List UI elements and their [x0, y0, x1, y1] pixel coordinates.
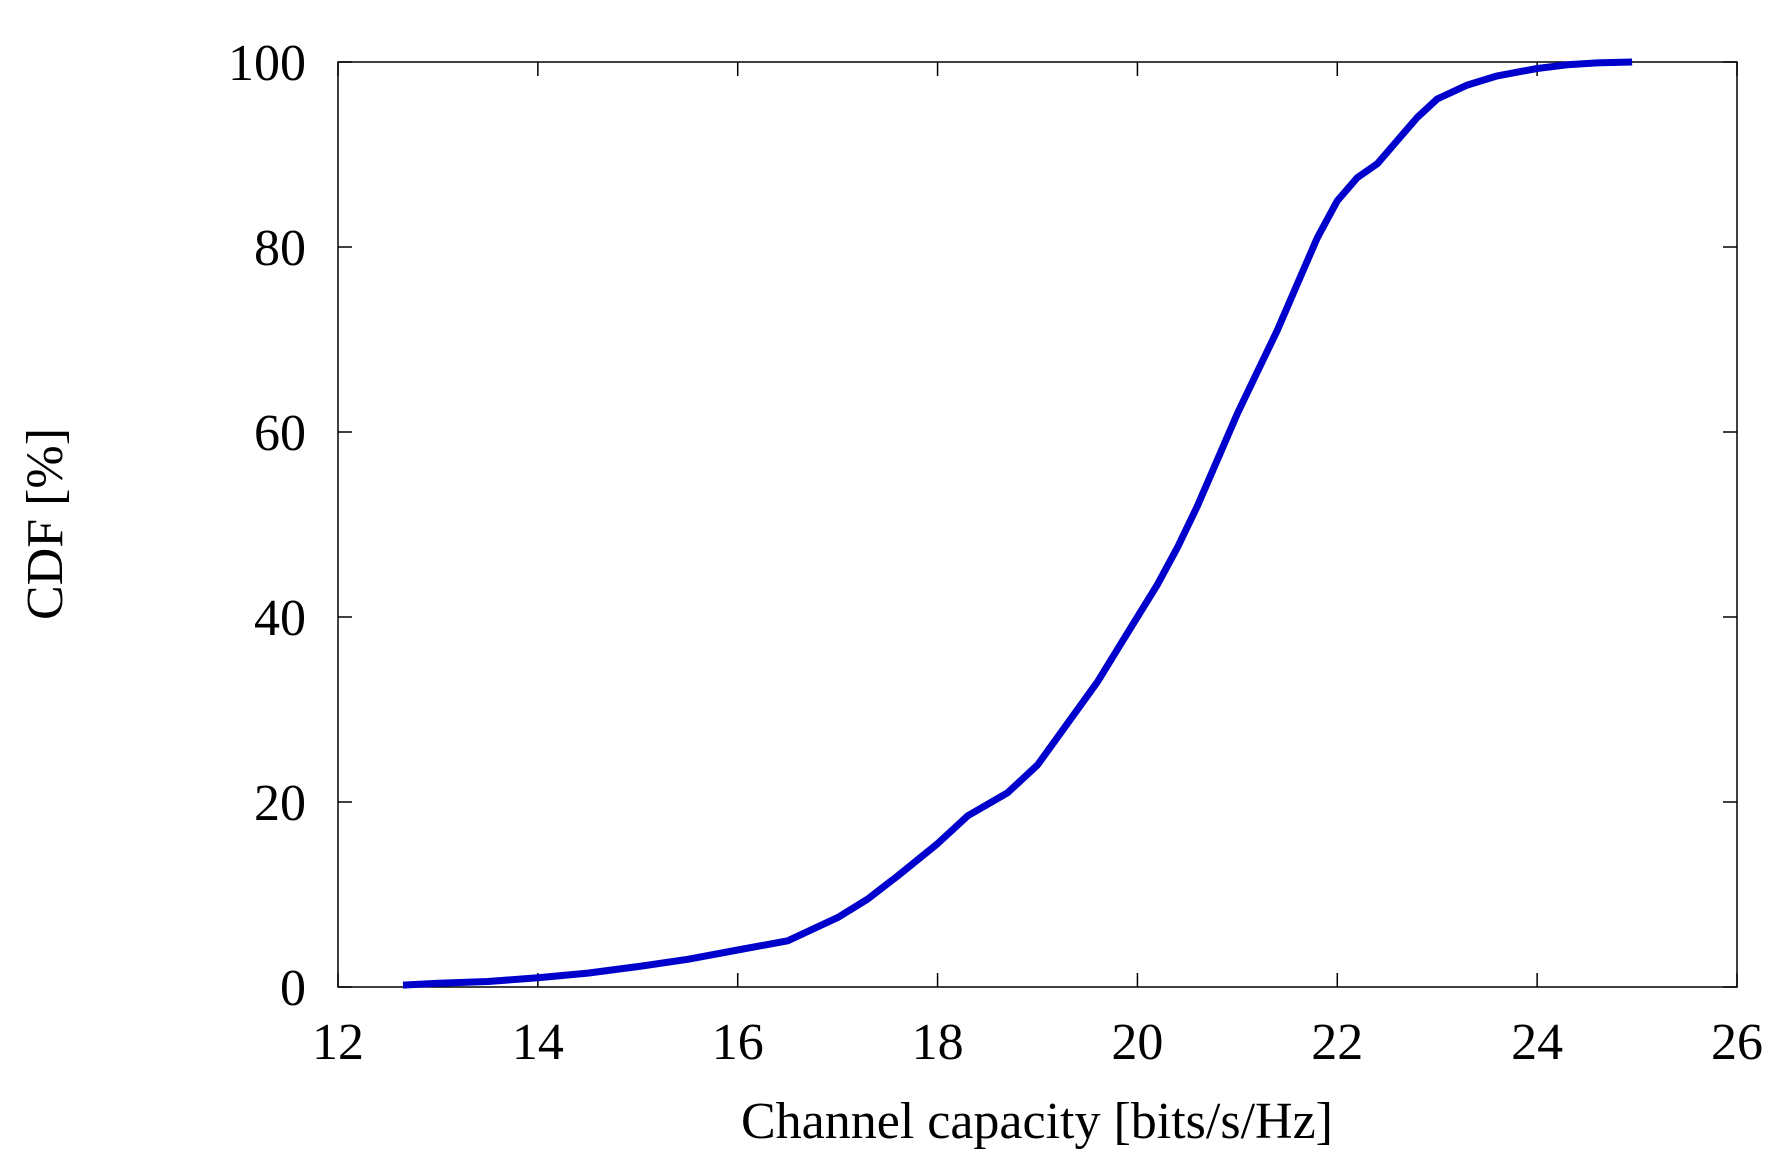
x-tick-label: 14 — [512, 1014, 564, 1071]
y-axis-label: CDF [%] — [17, 428, 74, 620]
y-tick-label: 100 — [228, 35, 306, 92]
y-tick-label: 40 — [254, 590, 306, 647]
plot-frame — [337, 61, 1738, 988]
y-tick-label: 20 — [254, 775, 306, 832]
axis-ticks — [337, 61, 1738, 988]
x-tick-label: 24 — [1511, 1014, 1563, 1071]
x-axis-label: Channel capacity [bits/s/Hz] — [741, 1093, 1333, 1150]
x-tick-label: 12 — [312, 1014, 364, 1071]
x-tick-label: 22 — [1311, 1014, 1363, 1071]
y-tick-label: 60 — [254, 405, 306, 462]
y-tick-label: 80 — [254, 220, 306, 277]
y-tick-labels: 0 20 40 60 80 100 — [228, 35, 306, 1017]
x-tick-labels: 12 14 16 18 20 22 24 26 — [312, 1014, 1763, 1071]
y-tick-label: 0 — [280, 960, 306, 1017]
cdf-series-line — [402, 58, 1633, 989]
x-tick-label: 20 — [1111, 1014, 1163, 1071]
x-tick-label: 16 — [712, 1014, 764, 1071]
x-tick-label: 18 — [912, 1014, 964, 1071]
x-tick-label: 26 — [1711, 1014, 1763, 1071]
